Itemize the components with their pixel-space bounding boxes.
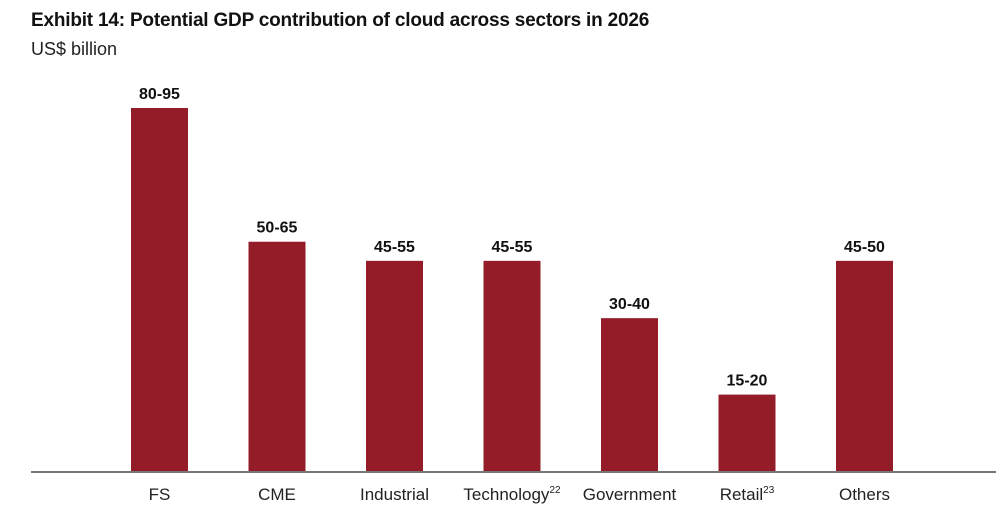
- bar-fs: [131, 108, 188, 471]
- x-tick-label-industrial: Industrial: [360, 485, 429, 504]
- bar-industrial: [366, 260, 423, 471]
- chart-subtitle: US$ billion: [31, 39, 118, 59]
- data-label-retail: 15-20: [727, 373, 768, 390]
- x-tick-label-technology: Technology22: [463, 485, 561, 504]
- data-label-technology: 45-55: [492, 239, 533, 256]
- chart-title: Exhibit 14: Potential GDP contribution o…: [31, 10, 650, 31]
- x-tick-label-fs: FS: [149, 485, 171, 504]
- x-tick-label-government: Government: [583, 485, 677, 504]
- data-label-others: 45-50: [844, 239, 885, 256]
- data-label-government: 30-40: [609, 296, 650, 313]
- x-tick-label-cme: CME: [258, 485, 296, 504]
- bar-government: [601, 318, 658, 471]
- data-label-cme: 50-65: [257, 220, 298, 237]
- bar-technology: [483, 260, 541, 471]
- data-label-industrial: 45-55: [374, 239, 415, 256]
- bar-others: [836, 260, 893, 471]
- x-tick-label-others: Others: [839, 485, 890, 504]
- data-label-fs: 80-95: [139, 86, 180, 103]
- bar-cme: [248, 241, 306, 471]
- bar-retail: [718, 394, 776, 471]
- x-tick-label-retail: Retail23: [720, 485, 775, 504]
